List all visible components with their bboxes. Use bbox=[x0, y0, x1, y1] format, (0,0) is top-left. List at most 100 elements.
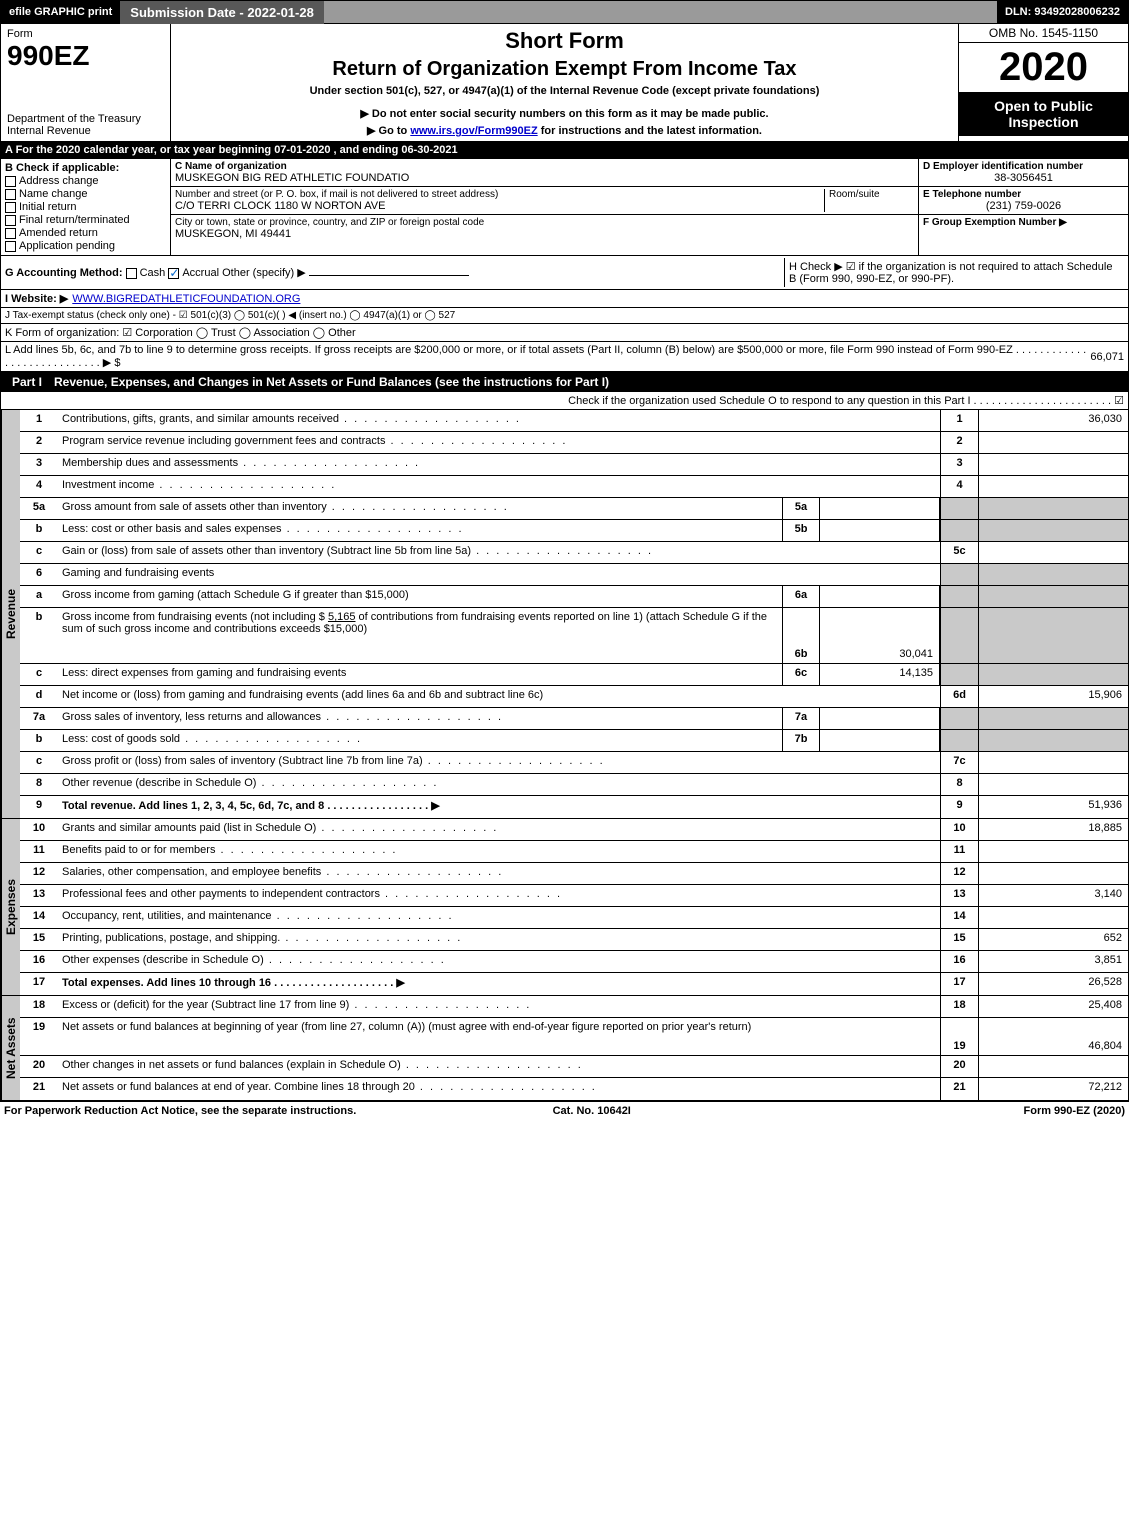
line-6d-desc: Net income or (loss) from gaming and fun… bbox=[58, 686, 940, 707]
page-footer: For Paperwork Reduction Act Notice, see … bbox=[0, 1101, 1129, 1120]
efile-print[interactable]: efile GRAPHIC print bbox=[1, 1, 120, 23]
line-3-val bbox=[978, 454, 1128, 475]
part-1-label: Part I bbox=[6, 375, 48, 389]
line-6b-amt: 5,165 bbox=[328, 611, 356, 623]
chk-initial-return[interactable]: Initial return bbox=[5, 201, 166, 213]
chk-name-change[interactable]: Name change bbox=[5, 188, 166, 200]
org-name: MUSKEGON BIG RED ATHLETIC FOUNDATIO bbox=[175, 172, 914, 184]
line-12-val bbox=[978, 863, 1128, 884]
line-7a-desc: Gross sales of inventory, less returns a… bbox=[58, 708, 782, 729]
line-11-val bbox=[978, 841, 1128, 862]
line-6a-mid: 6a bbox=[782, 586, 820, 607]
org-city: MUSKEGON, MI 49441 bbox=[175, 228, 914, 240]
accrual-label: Accrual bbox=[182, 267, 219, 279]
line-l: L Add lines 5b, 6c, and 7b to line 9 to … bbox=[0, 342, 1129, 372]
d-label: D Employer identification number bbox=[923, 161, 1124, 172]
chk-app-pending[interactable]: Application pending bbox=[5, 240, 166, 252]
revenue-section: Revenue 1Contributions, gifts, grants, a… bbox=[0, 410, 1129, 819]
line-6a-midv bbox=[820, 586, 940, 607]
name-change-label: Name change bbox=[19, 188, 88, 200]
website-link[interactable]: WWW.BIGREDATHLETICFOUNDATION.ORG bbox=[72, 293, 300, 305]
cash-label: Cash bbox=[140, 267, 166, 279]
form-header: Form 990EZ Department of the Treasury In… bbox=[0, 24, 1129, 142]
header-center: Short Form Return of Organization Exempt… bbox=[171, 24, 958, 141]
goto-post: for instructions and the latest informat… bbox=[538, 125, 762, 137]
header-left: Form 990EZ Department of the Treasury In… bbox=[1, 24, 171, 141]
l-text: L Add lines 5b, 6c, and 7b to line 9 to … bbox=[5, 344, 1088, 369]
line-9-desc: Total revenue. Add lines 1, 2, 3, 4, 5c,… bbox=[58, 796, 940, 818]
org-address: C/O TERRI CLOCK 1180 W NORTON AVE bbox=[175, 200, 824, 212]
line-5a-midv bbox=[820, 498, 940, 519]
line-12-desc: Salaries, other compensation, and employ… bbox=[58, 863, 940, 884]
line-2-desc: Program service revenue including govern… bbox=[58, 432, 940, 453]
line-14-desc: Occupancy, rent, utilities, and maintena… bbox=[58, 907, 940, 928]
i-label: I Website: ▶ bbox=[5, 292, 68, 305]
form-number: 990EZ bbox=[7, 40, 164, 72]
box-b-title: B Check if applicable: bbox=[5, 162, 166, 174]
ein: 38-3056451 bbox=[923, 172, 1124, 184]
line-5b-midv bbox=[820, 520, 940, 541]
chk-cash[interactable] bbox=[126, 268, 137, 279]
irs-link[interactable]: www.irs.gov/Form990EZ bbox=[410, 125, 537, 137]
city-label: City or town, state or province, country… bbox=[175, 217, 914, 228]
addr-label: Number and street (or P. O. box, if mail… bbox=[175, 189, 824, 200]
line-7a-mid: 7a bbox=[782, 708, 820, 729]
open-inspection: Open to Public Inspection bbox=[959, 92, 1128, 136]
line-5b-mid: 5b bbox=[782, 520, 820, 541]
line-8-desc: Other revenue (describe in Schedule O) bbox=[58, 774, 940, 795]
line-k: K Form of organization: ☑ Corporation ◯ … bbox=[0, 324, 1129, 342]
chk-amended[interactable]: Amended return bbox=[5, 227, 166, 239]
h-box: H Check ▶ ☑ if the organization is not r… bbox=[784, 258, 1124, 287]
line-6b-pre: Gross income from fundraising events (no… bbox=[62, 611, 328, 623]
l-amount: 66,071 bbox=[1090, 351, 1124, 363]
line-6c-midv: 14,135 bbox=[820, 664, 940, 685]
line-15-desc: Printing, publications, postage, and shi… bbox=[58, 929, 940, 950]
line-7b-mid: 7b bbox=[782, 730, 820, 751]
line-5a-mid: 5a bbox=[782, 498, 820, 519]
line-10-desc: Grants and similar amounts paid (list in… bbox=[58, 819, 940, 840]
f-label: F Group Exemption Number ▶ bbox=[923, 217, 1124, 228]
line-6a-desc: Gross income from gaming (attach Schedul… bbox=[58, 586, 782, 607]
part-1-check: Check if the organization used Schedule … bbox=[0, 392, 1129, 410]
footer-right: Form 990-EZ (2020) bbox=[1024, 1105, 1125, 1117]
line-17-val: 26,528 bbox=[978, 973, 1128, 995]
short-form-title: Short Form bbox=[177, 28, 952, 54]
tax-year: 2020 bbox=[959, 43, 1128, 92]
line-1-desc: Contributions, gifts, grants, and simila… bbox=[58, 410, 940, 431]
chk-final-return[interactable]: Final return/terminated bbox=[5, 214, 166, 226]
efile-label: efile GRAPHIC print bbox=[9, 6, 112, 18]
line-16-val: 3,851 bbox=[978, 951, 1128, 972]
part-1-heading: Revenue, Expenses, and Changes in Net As… bbox=[54, 375, 609, 389]
line-5c-val bbox=[978, 542, 1128, 563]
phone: (231) 759-0026 bbox=[923, 200, 1124, 212]
line-7c-desc: Gross profit or (loss) from sales of inv… bbox=[58, 752, 940, 773]
line-2-val bbox=[978, 432, 1128, 453]
room-suite-label: Room/suite bbox=[824, 189, 914, 212]
dln: DLN: 93492028006232 bbox=[997, 1, 1128, 23]
line-18-val: 25,408 bbox=[978, 996, 1128, 1017]
line-6-desc: Gaming and fundraising events bbox=[58, 564, 940, 585]
line-9-val: 51,936 bbox=[978, 796, 1128, 818]
final-label: Final return/terminated bbox=[19, 214, 130, 226]
line-6d-val: 15,906 bbox=[978, 686, 1128, 707]
chk-accrual[interactable] bbox=[168, 268, 179, 279]
e-label: E Telephone number bbox=[923, 189, 1124, 200]
line-4-val bbox=[978, 476, 1128, 497]
line-6c-desc: Less: direct expenses from gaming and fu… bbox=[58, 664, 782, 685]
line-13-val: 3,140 bbox=[978, 885, 1128, 906]
box-c: C Name of organization MUSKEGON BIG RED … bbox=[171, 159, 918, 255]
line-19-desc: Net assets or fund balances at beginning… bbox=[58, 1018, 940, 1055]
omb-number: OMB No. 1545-1150 bbox=[959, 24, 1128, 43]
line-7b-desc: Less: cost of goods sold bbox=[58, 730, 782, 751]
line-21-val: 72,212 bbox=[978, 1078, 1128, 1100]
netassets-vertical-label: Net Assets bbox=[1, 996, 20, 1100]
line-7c-val bbox=[978, 752, 1128, 773]
addr-change-label: Address change bbox=[19, 175, 99, 187]
line-4-desc: Investment income bbox=[58, 476, 940, 497]
app-pending-label: Application pending bbox=[19, 240, 115, 252]
other-label: Other (specify) ▶ bbox=[222, 267, 306, 279]
chk-address-change[interactable]: Address change bbox=[5, 175, 166, 187]
line-14-val bbox=[978, 907, 1128, 928]
line-5b-desc: Less: cost or other basis and sales expe… bbox=[58, 520, 782, 541]
goto-pre: ▶ Go to bbox=[367, 125, 410, 137]
